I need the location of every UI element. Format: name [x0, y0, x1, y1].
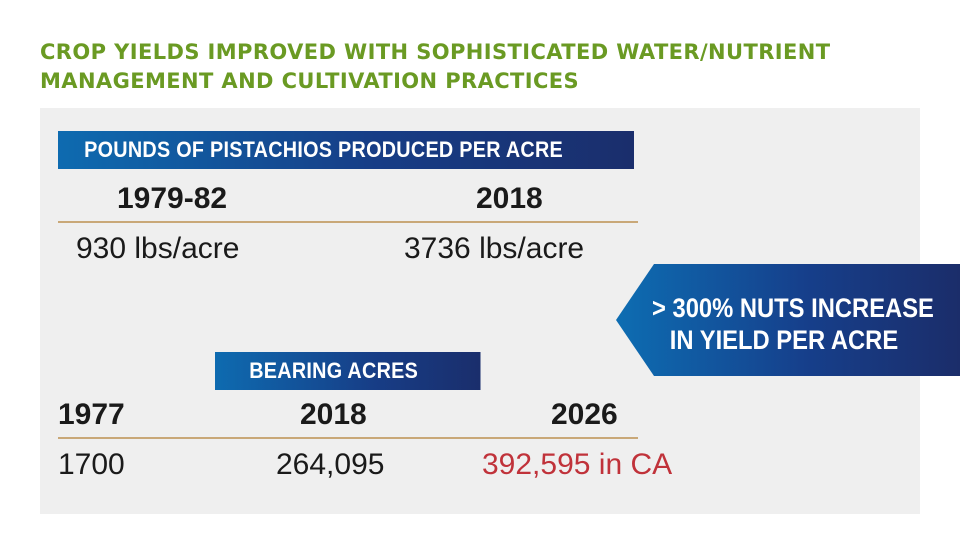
- callout-line-1: > 300% NUTS INCREASE: [652, 293, 934, 323]
- acres-col3-header: 2026: [551, 398, 618, 431]
- yield-col1-header: 1979-82: [117, 182, 228, 215]
- acres-col3-value: 392,595 in CA: [482, 448, 673, 481]
- title-line-1: CROP YIELDS IMPROVED WITH SOPHISTICATED …: [40, 40, 831, 64]
- acres-banner: BEARING ACRES: [215, 352, 481, 390]
- acres-col1-header: 1977: [58, 398, 125, 431]
- increase-callout-text: > 300% NUTS INCREASE IN YIELD PER ACRE: [652, 292, 934, 356]
- yield-col2-value: 3736 lbs/acre: [404, 232, 585, 265]
- yield-col2-header: 2018: [476, 182, 543, 215]
- increase-callout-arrow: [616, 264, 960, 376]
- acres-col2-header: 2018: [300, 398, 367, 431]
- acres-col2-value: 264,095: [276, 448, 385, 481]
- yield-banner: POUNDS OF PISTACHIOS PRODUCED PER ACRE: [58, 131, 634, 169]
- callout-line-2: IN YIELD PER ACRE: [669, 325, 899, 355]
- title-line-2: MANAGEMENT AND CULTIVATION PRACTICES: [40, 69, 580, 93]
- page-title: CROP YIELDS IMPROVED WITH SOPHISTICATED …: [40, 38, 940, 96]
- acres-col1-value: 1700: [58, 448, 125, 481]
- acres-divider: [58, 437, 638, 439]
- yield-col1-value: 930 lbs/acre: [76, 232, 240, 265]
- yield-divider: [58, 221, 638, 223]
